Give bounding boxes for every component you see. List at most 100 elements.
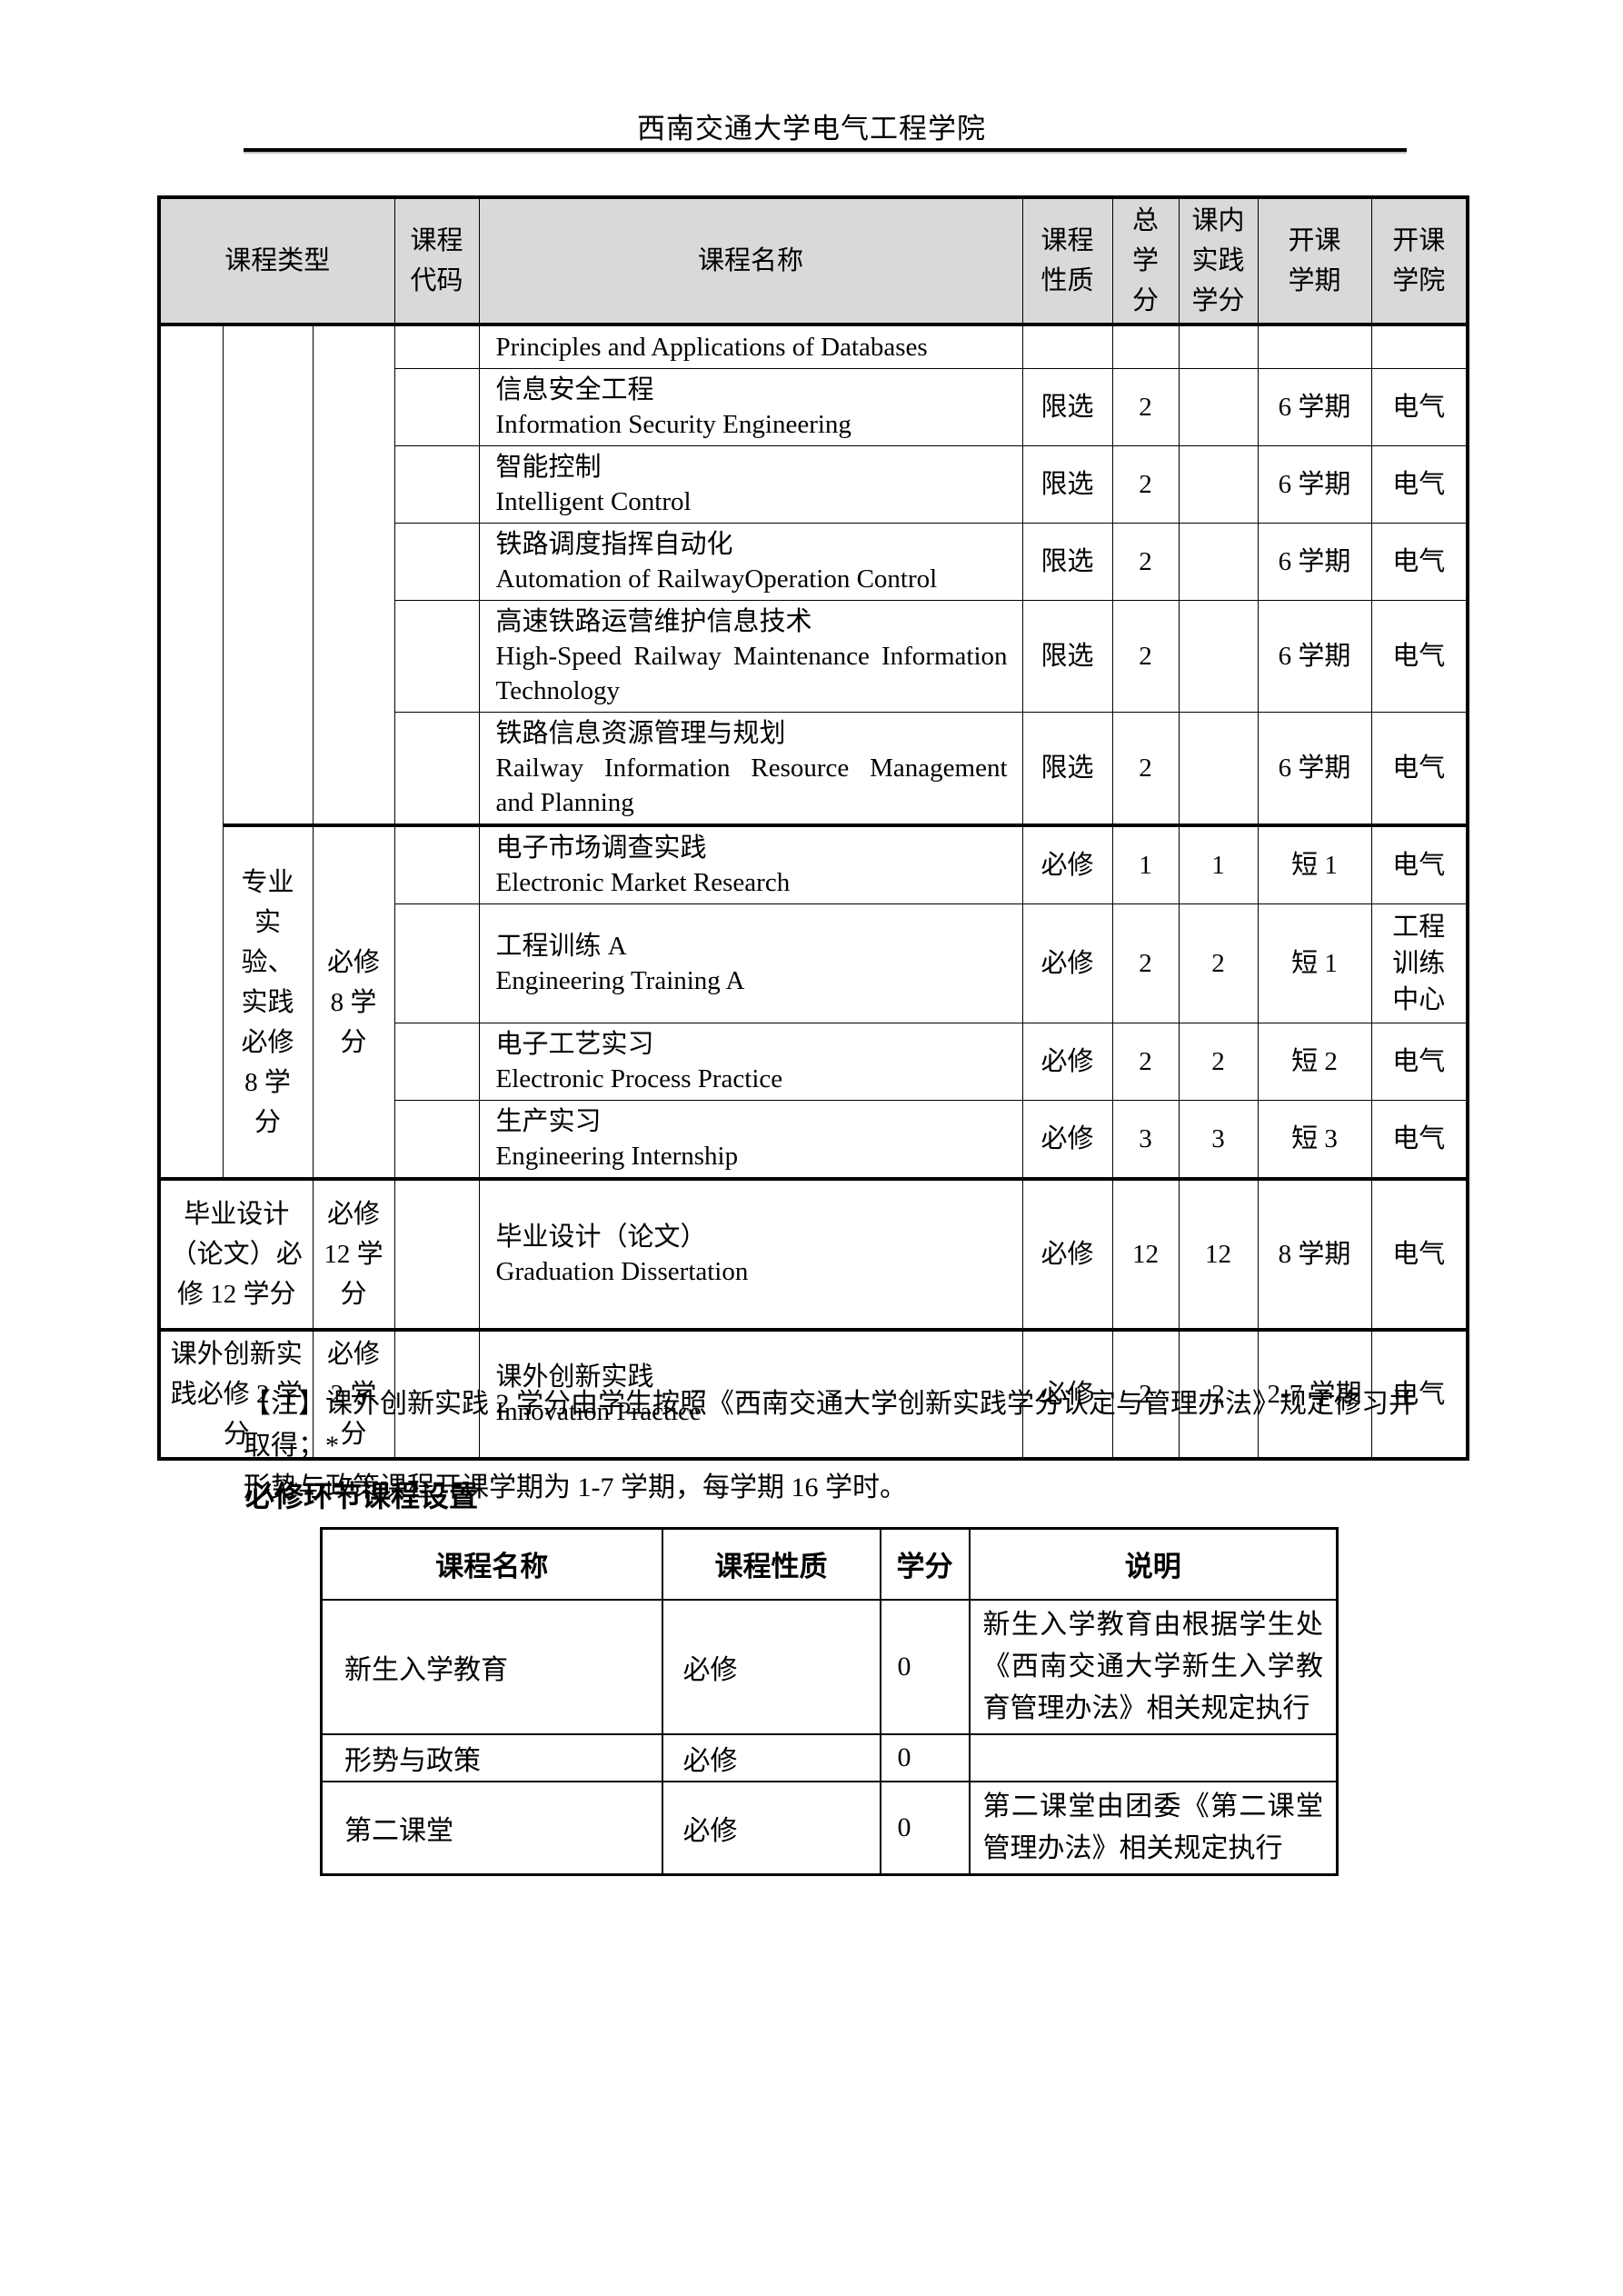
footnote-line-1: 【注】课外创新实践 2 学分由学生按照《西南交通大学创新实践学分认定与管理办法》… bbox=[244, 1389, 1416, 1461]
required-course-row: 第二课堂 必修 0 第二课堂由团委《第二课堂管理办法》相关规定执行 bbox=[320, 1780, 1339, 1875]
col-header-course-code: 课程 代码 bbox=[393, 196, 480, 326]
course-name-en: Graduation Dissertation bbox=[495, 1257, 749, 1286]
course-table-container: 课程类型 课程 代码 课程名称 课程 性质 总 学 分 课内 实践 学分 开课 … bbox=[157, 195, 1470, 1461]
col-header-total-credits: 总 学 分 bbox=[1111, 196, 1180, 326]
course-name-cell: 课外创新实践 Innovation Practice bbox=[478, 1329, 1023, 1460]
course-code-cell bbox=[393, 1023, 480, 1101]
group-label-graduation-credits: 必修 12 学分 bbox=[312, 1178, 395, 1332]
course-name-en: Automation of RailwayOperation Control bbox=[495, 564, 938, 594]
course-name-cn: 生产实习 bbox=[495, 1107, 602, 1136]
col-header-nature: 课程性质 bbox=[661, 1527, 881, 1601]
course-table-header-row: 课程类型 课程 代码 课程名称 课程 性质 总 学 分 课内 实践 学分 开课 … bbox=[158, 196, 1469, 326]
course-name-en: Electronic Process Practice bbox=[495, 1064, 783, 1093]
section-heading-required-courses: 必修环节课程设置 bbox=[245, 1480, 479, 1512]
col-header-course-name: 课程名称 bbox=[478, 196, 1023, 326]
required-course-name: 形势与政策 bbox=[320, 1732, 663, 1782]
course-code-cell bbox=[393, 1329, 480, 1460]
required-courses-table: 课程名称 课程性质 学分 说明 新生入学教育 必修 0 新生入学教育由根据学生处… bbox=[320, 1527, 1339, 1876]
required-course-credits: 0 bbox=[879, 1780, 971, 1875]
course-name-cell: 毕业设计（论文） Graduation Dissertation bbox=[478, 1178, 1023, 1332]
course-type-cell-empty bbox=[158, 324, 224, 1181]
course-name-cell: 工程训练 A Engineering Training A bbox=[478, 903, 1023, 1023]
course-name-cn: 铁路信息资源管理与规划 bbox=[495, 719, 786, 748]
course-row: 铁路调度指挥自动化 Automation of RailwayOperation… bbox=[159, 523, 1469, 601]
course-name-cell: 铁路信息资源管理与规划 Railway Information Resource… bbox=[478, 712, 1023, 827]
course-name-en: Railway Information Resource Management … bbox=[495, 754, 1008, 817]
course-name-cell: 高速铁路运营维护信息技术 High-Speed Railway Maintena… bbox=[478, 600, 1023, 713]
col-header-college: 开课 学院 bbox=[1370, 196, 1469, 326]
course-row: 工程训练 A Engineering Training A 必修 2 2 短 1… bbox=[159, 903, 1469, 1023]
required-course-row: 新生入学教育 必修 0 新生入学教育由根据学生处《西南交通大学新生入学教育管理办… bbox=[320, 1598, 1339, 1735]
course-type-sub-cell-empty bbox=[222, 324, 314, 827]
group-label-innovation-credits: 必修 2 学分 bbox=[312, 1329, 395, 1460]
group-label-graduation: 毕业设计（论文）必修 12 学分 bbox=[158, 1178, 314, 1332]
course-name-en: Engineering Internship bbox=[495, 1142, 739, 1171]
group-label-lab-practice: 专业实验、实践必修 8 学分 bbox=[222, 824, 314, 1181]
col-header-semester: 开课 学期 bbox=[1257, 196, 1372, 326]
course-name-cell: 信息安全工程 Information Security Engineering bbox=[478, 368, 1023, 446]
required-course-credits: 0 bbox=[879, 1732, 971, 1782]
course-name-cn: 智能控制 bbox=[495, 453, 602, 482]
course-cred-sub-cell-empty bbox=[312, 324, 395, 827]
course-row: 电子工艺实习 Electronic Process Practice 必修 2 … bbox=[159, 1023, 1469, 1101]
course-name-en: Electronic Market Research bbox=[495, 868, 791, 897]
course-name-en: Innovation Practice bbox=[495, 1397, 702, 1426]
course-code-cell bbox=[393, 445, 480, 524]
course-name-cn: 铁路调度指挥自动化 bbox=[495, 530, 733, 559]
course-name-cell: 电子市场调查实践 Electronic Market Research bbox=[478, 824, 1023, 904]
course-name-cn: 毕业设计（论文） bbox=[495, 1223, 707, 1252]
course-name-cn: 工程训练 A bbox=[495, 932, 627, 961]
course-row: 生产实习 Engineering Internship 必修 3 3 短 3 电… bbox=[159, 1100, 1469, 1181]
course-row: Principles and Applications of Databases bbox=[158, 324, 1469, 1181]
course-code-cell bbox=[393, 903, 480, 1023]
course-name-cell: 电子工艺实习 Electronic Process Practice bbox=[478, 1023, 1023, 1101]
course-name-en: High-Speed Railway Maintenance Informati… bbox=[495, 642, 1008, 705]
required-course-credits: 0 bbox=[879, 1598, 971, 1735]
col-header-practice-credits: 课内 实践 学分 bbox=[1178, 196, 1259, 326]
course-row: 铁路信息资源管理与规划 Railway Information Resource… bbox=[159, 712, 1469, 827]
footnote-line-2: 形势与政策课程开课学期为 1-7 学期，每学期 16 学时。 bbox=[244, 1472, 907, 1502]
required-table-header-row: 课程名称 课程性质 学分 说明 bbox=[320, 1527, 1339, 1601]
course-code-cell bbox=[393, 712, 480, 827]
course-name-cn: 课外创新实践 bbox=[495, 1363, 654, 1392]
course-code-cell bbox=[393, 324, 480, 369]
course-code-cell bbox=[393, 1178, 480, 1332]
course-name-cn: 高速铁路运营维护信息技术 bbox=[495, 607, 812, 636]
required-courses-table-container: 课程名称 课程性质 学分 说明 新生入学教育 必修 0 新生入学教育由根据学生处… bbox=[320, 1527, 1339, 1876]
course-name-en: Engineering Training A bbox=[495, 966, 745, 995]
course-code-cell bbox=[393, 824, 480, 904]
course-row: 专业实验、实践必修 8 学分 必修 8 学分 电子市场调查实践 Electron… bbox=[159, 824, 1469, 1181]
required-course-nature: 必修 bbox=[661, 1732, 881, 1782]
course-name-cn: 电子市场调查实践 bbox=[495, 834, 707, 863]
col-header-course-type: 课程类型 bbox=[158, 196, 395, 326]
course-row: 高速铁路运营维护信息技术 High-Speed Railway Maintena… bbox=[159, 600, 1469, 713]
course-name-en: Principles and Applications of Databases bbox=[495, 333, 928, 362]
course-name-cell: 生产实习 Engineering Internship bbox=[478, 1100, 1023, 1181]
col-header-credits: 学分 bbox=[879, 1527, 971, 1601]
course-name-cn: 电子工艺实习 bbox=[495, 1030, 654, 1059]
course-row: 智能控制 Intelligent Control 限选 2 6 学期 电气 bbox=[159, 445, 1469, 524]
course-name-cn: 信息安全工程 bbox=[495, 375, 654, 404]
course-code-cell bbox=[393, 600, 480, 713]
course-name-en: Information Security Engineering bbox=[495, 410, 851, 439]
course-name-cell: Principles and Applications of Databases bbox=[478, 324, 1023, 369]
course-name-cell: 智能控制 Intelligent Control bbox=[478, 445, 1023, 524]
required-course-row: 形势与政策 必修 0 bbox=[320, 1732, 1339, 1782]
required-course-nature: 必修 bbox=[661, 1598, 881, 1735]
required-course-name: 新生入学教育 bbox=[320, 1598, 663, 1735]
required-course-nature: 必修 bbox=[661, 1780, 881, 1875]
course-name-cell: 铁路调度指挥自动化 Automation of RailwayOperation… bbox=[478, 523, 1023, 601]
course-code-cell bbox=[393, 1100, 480, 1181]
col-header-name: 课程名称 bbox=[320, 1527, 663, 1601]
course-code-cell bbox=[393, 523, 480, 601]
required-course-description bbox=[968, 1732, 1339, 1782]
course-row: 毕业设计（论文）必修 12 学分 必修 12 学分 毕业设计（论文） Gradu… bbox=[158, 1178, 1469, 1332]
course-name-en: Intelligent Control bbox=[495, 487, 692, 516]
footnote-paragraph: 【注】课外创新实践 2 学分由学生按照《西南交通大学创新实践学分认定与管理办法》… bbox=[244, 1383, 1425, 1509]
group-label-innovation: 课外创新实践必修 2 学分 bbox=[158, 1329, 314, 1460]
col-header-course-nature: 课程 性质 bbox=[1021, 196, 1113, 326]
required-course-description: 新生入学教育由根据学生处《西南交通大学新生入学教育管理办法》相关规定执行 bbox=[968, 1598, 1339, 1735]
required-course-description: 第二课堂由团委《第二课堂管理办法》相关规定执行 bbox=[968, 1780, 1339, 1875]
page-title: 西南交通大学电气工程学院 bbox=[637, 113, 986, 145]
